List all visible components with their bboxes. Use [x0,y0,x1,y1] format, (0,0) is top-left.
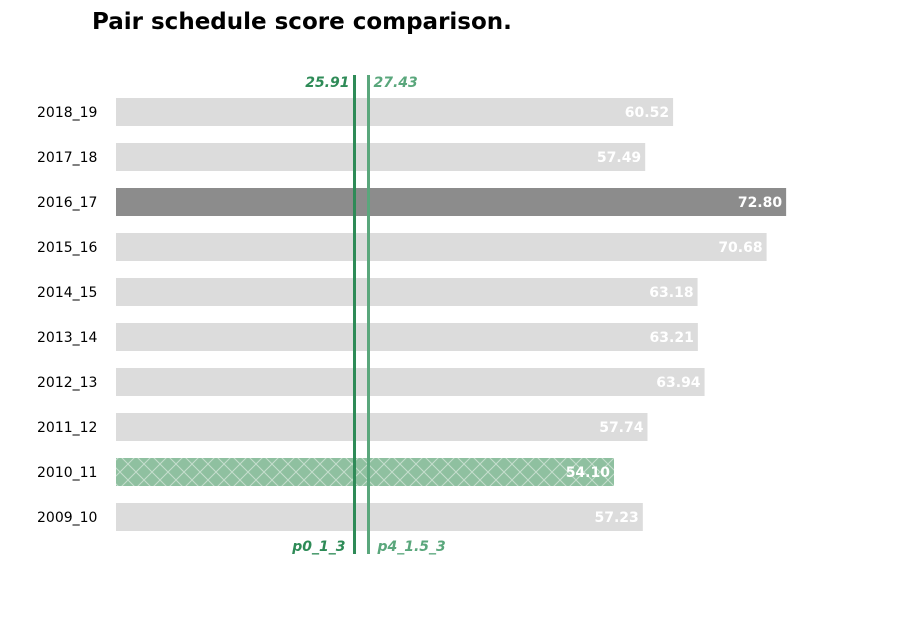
value-label-2011_12: 57.74 [599,420,644,436]
category-label-2012_13: 2012_13 [37,375,97,391]
category-label-2016_17: 2016_17 [37,195,97,211]
bar-2012_13 [116,368,705,396]
value-label-2012_13: 63.94 [656,375,701,391]
category-label-2010_11: 2010_11 [37,465,97,481]
bar-2013_14 [116,323,698,351]
bar-2017_18 [116,143,646,171]
value-label-2013_14: 63.21 [650,330,694,346]
bar-2014_15 [116,278,698,306]
bar-2018_19 [116,98,674,126]
labels-layer: 2018_19 60.52 2017_18 57.49 2016_17 72.80 2015… [37,75,782,555]
bar-2016_17 [116,188,787,216]
value-label-2016_17: 72.80 [738,195,783,211]
reference-value-p4_1.5_3: 27.43 [373,75,417,91]
reference-value-p0_1_3: 25.91 [305,75,349,91]
chart-title: Pair schedule score comparison. [92,9,512,35]
reference-name-p0_1_3: p0_1_3 [291,539,345,555]
reference-name-p4_1.5_3: p4_1.5_3 [376,539,445,555]
bar-2009_10 [116,503,643,531]
bar-2015_16 [116,233,767,261]
category-label-2015_16: 2015_16 [37,240,98,256]
value-label-2010_11: 54.10 [566,465,611,481]
category-label-2014_15: 2014_15 [37,285,97,301]
category-label-2009_10: 2009_10 [37,510,97,526]
category-label-2018_19: 2018_19 [37,105,97,121]
value-label-2009_10: 57.23 [595,510,639,526]
category-label-2017_18: 2017_18 [37,150,97,166]
bar-2011_12 [116,413,648,441]
value-label-2015_16: 70.68 [718,240,762,256]
value-label-2017_18: 57.49 [597,150,641,166]
category-label-2013_14: 2013_14 [37,330,98,346]
bars-layer [116,98,787,531]
reference-lines-layer [353,75,370,554]
value-label-2014_15: 63.18 [649,285,693,301]
category-label-2011_12: 2011_12 [37,420,97,436]
bar-hatch-2010_11 [116,458,614,486]
value-label-2018_19: 60.52 [625,105,669,121]
